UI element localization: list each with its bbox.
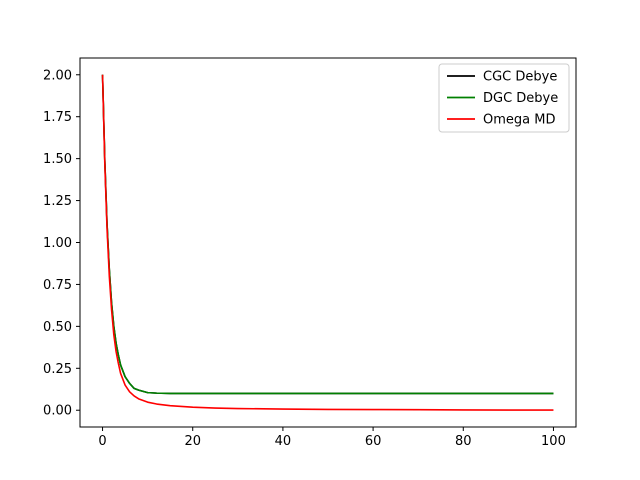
y-tick-label: 0.00	[43, 404, 72, 419]
legend-label: Omega MD	[483, 113, 555, 128]
series-line-2	[101, 74, 554, 411]
x-tick-label: 100	[541, 434, 566, 449]
x-axis: 0 20 40 60 80 100	[98, 427, 566, 449]
x-tick-label: 40	[275, 434, 292, 449]
x-tick-label: 0	[98, 434, 106, 449]
y-tick-label: 1.25	[43, 194, 72, 209]
y-tick-label: 0.50	[43, 320, 72, 335]
y-tick-label: 1.50	[43, 152, 72, 167]
legend-label: DGC Debye	[483, 91, 558, 106]
y-tick-label: 1.00	[43, 236, 72, 251]
legend: CGC Debye DGC Debye Omega MD	[438, 63, 570, 133]
y-tick-label: 0.25	[43, 362, 72, 377]
x-tick-label: 20	[184, 434, 201, 449]
y-tick-label: 2.00	[43, 68, 72, 83]
x-tick-label: 60	[365, 434, 382, 449]
series-layer	[101, 74, 554, 411]
y-axis: 0.00 0.25 0.50 0.75 1.00 1.25 1.50 1.75 2.00	[43, 68, 80, 419]
y-tick-label: 0.75	[43, 278, 72, 293]
y-tick-label: 1.75	[43, 110, 72, 125]
legend-box	[438, 63, 570, 133]
legend-label: CGC Debye	[483, 70, 557, 85]
x-tick-label: 80	[455, 434, 472, 449]
